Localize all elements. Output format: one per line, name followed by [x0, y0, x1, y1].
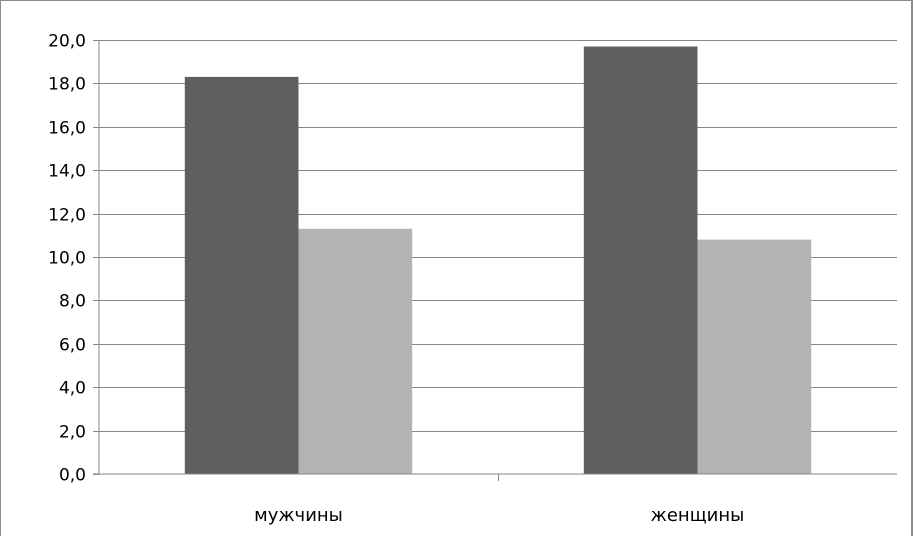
bar: [184, 76, 299, 475]
y-tick-label: 10,0: [48, 249, 86, 269]
y-tick-label: 0,0: [59, 466, 86, 486]
y-tick-label: 18,0: [48, 75, 86, 95]
bar: [298, 228, 413, 474]
y-tick-label: 20,0: [48, 32, 86, 52]
y-tick-label: 14,0: [48, 162, 86, 182]
y-tick-labels: 0,0 2,0 4,0 6,0 8,0 10,0 12,0 14,0 16,0 18,0 20,0: [48, 32, 86, 486]
y-tick-label: 16,0: [48, 119, 86, 139]
y-tick-label: 8,0: [59, 292, 86, 312]
bar: [697, 239, 812, 474]
y-tick-label: 6,0: [59, 336, 86, 356]
x-category-label: мужчины: [254, 505, 343, 526]
x-category-labels: мужчины женщины: [254, 505, 744, 526]
y-tick-label: 12,0: [48, 206, 86, 226]
y-tick-label: 4,0: [59, 379, 86, 399]
bar: [583, 46, 698, 474]
x-category-label: женщины: [651, 505, 745, 526]
axes: [93, 40, 897, 481]
y-tick-label: 2,0: [59, 423, 86, 443]
bars: [184, 46, 812, 475]
